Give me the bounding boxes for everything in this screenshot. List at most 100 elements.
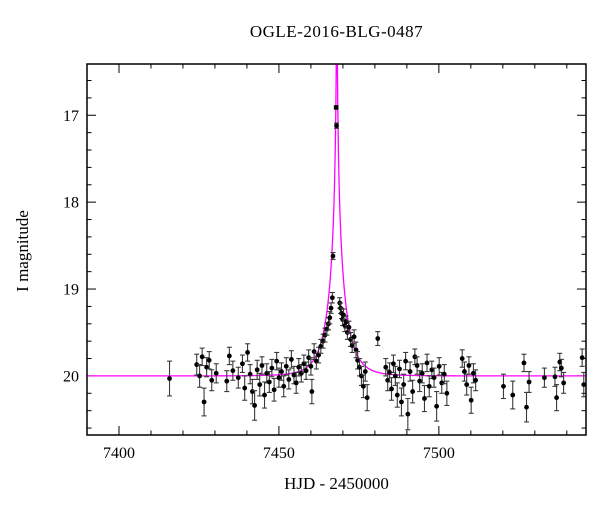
data-point [346,324,352,330]
data-point [235,375,241,381]
data-point [552,374,558,380]
data-point [296,364,302,370]
data-point [230,368,236,374]
data-point [279,369,284,374]
data-point [245,350,250,355]
y-tick-label: 20 [63,368,79,385]
data-point [343,319,349,325]
data-point [526,379,532,385]
data-point [271,387,277,393]
data-point [391,361,396,367]
data-point [269,365,275,371]
data-point [419,370,425,376]
data-point [333,105,339,110]
data-point [426,383,432,389]
data-point [254,367,260,373]
data-point [579,355,585,361]
data-point [375,336,381,341]
data-point [510,392,516,398]
data-point [199,354,205,360]
data-point [266,379,272,385]
data-point [524,404,529,410]
data-point [581,382,587,388]
data-point [209,377,215,383]
data-point [276,375,282,381]
data-point [383,364,389,370]
chart-title: OGLE-2016-BLG-0487 [249,22,424,41]
y-axis-label: I magnitude [13,210,32,292]
model-curve [87,64,586,377]
y-tick-label: 18 [63,195,79,212]
data-point [387,370,392,375]
data-point [330,253,336,259]
data-point [329,295,335,301]
data-point [303,368,309,374]
data-point [213,370,219,376]
data-point [542,375,547,381]
data-point [394,392,400,398]
data-point [424,360,430,366]
data-point [298,370,304,376]
data-point [197,373,202,379]
data-point [473,377,479,383]
data-point [257,382,263,388]
data-point [252,403,258,408]
data-point [399,399,404,405]
data-point [464,382,470,388]
data-point [240,361,245,367]
data-point [274,358,280,364]
x-axis-label: HJD - 2450000 [284,474,389,493]
data-point [389,386,394,392]
data-point [558,365,564,371]
data-point [431,375,437,381]
data-point [167,376,172,381]
y-tick-label: 17 [63,108,79,125]
data-point [309,389,315,394]
y-tick-label: 19 [63,282,79,299]
data-point [466,363,472,368]
data-point [439,380,445,386]
data-point [364,395,370,401]
data-point [281,383,287,389]
data-point [194,362,200,368]
data-point [501,383,506,389]
data-point [397,366,402,372]
data-point [362,369,368,374]
data-point [360,383,366,389]
data-point [206,357,212,363]
data-point [444,390,450,396]
data-point [436,363,442,369]
data-point [554,395,559,401]
data-point [561,380,567,386]
data-point [201,399,207,405]
data-point [410,389,416,394]
data-point [405,411,411,417]
data-point [242,385,248,391]
data-point [341,312,346,318]
data-point [293,380,299,386]
data-point [434,403,440,409]
x-tick-label: 7400 [103,445,135,462]
data-point [422,396,427,401]
data-point [459,356,465,361]
data-point [414,363,420,368]
data-point [468,397,474,403]
plot-frame [86,63,587,436]
data-point [247,371,253,377]
data-point [403,358,408,364]
data-point [441,371,447,377]
data-point [224,378,230,384]
data-point [226,353,232,359]
data-point [407,369,413,374]
data-point [249,389,255,394]
data-point [351,334,357,340]
data-point [328,305,334,311]
data-point [392,373,398,379]
data-point [521,360,527,366]
data-point [327,315,333,321]
data-point [334,123,339,129]
data-point [471,370,476,376]
data-point [462,369,467,374]
